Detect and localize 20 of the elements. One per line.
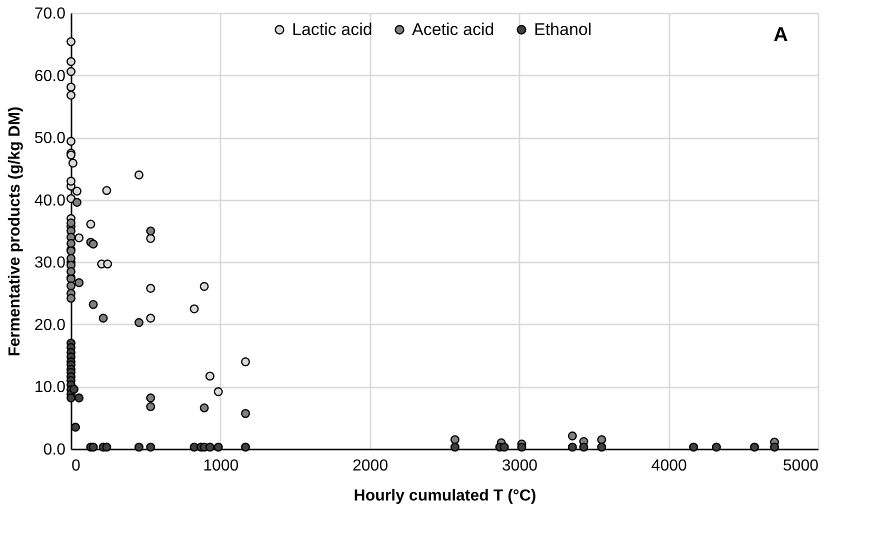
y-tick-label: 40.0 [34,192,66,210]
x-tick-label: 4000 [651,458,687,474]
x-tick-label: 0 [72,458,80,474]
x-axis-title: Hourly cumulated T (°C) [354,488,536,504]
y-tick-label: 10.0 [34,379,66,396]
y-tick-label: 30.0 [34,254,66,272]
y-tick-label: 70.0 [34,6,66,22]
x-tick-label: 2000 [352,458,388,474]
y-tick-label: 20.0 [34,316,66,334]
y-tick-label: 0.0 [43,442,66,458]
x-tick-label: 1000 [203,458,239,474]
x-tick-label: 3000 [502,458,538,474]
x-tick-label: 5000 [782,458,819,474]
annotation: A [774,24,788,46]
y-tick-label: 60.0 [34,68,66,85]
y-tick-label: 50.0 [34,130,66,148]
legend-label: Acetic acid [412,20,494,39]
y-axis-title: Fermentative products (g/kg DM) [6,106,24,356]
legend-label: Lactic acid [292,20,372,39]
legend-label: Ethanol [534,20,592,39]
